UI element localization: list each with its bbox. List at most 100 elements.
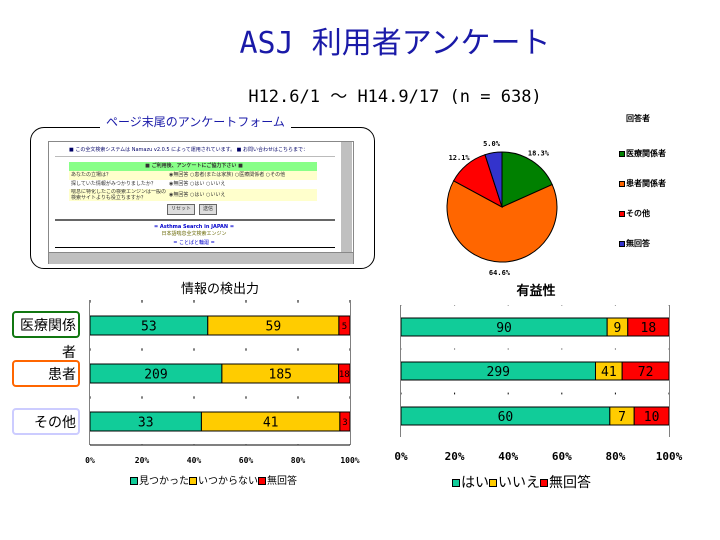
- option[interactable]: その他: [270, 172, 286, 178]
- divider: [55, 156, 335, 157]
- legend-item: 医療関係者: [619, 148, 666, 178]
- legend-item: はい: [452, 475, 489, 491]
- pie-legend: 医療関係者患者関係者 その他無回答: [619, 148, 666, 268]
- bar-segment: [633, 406, 670, 426]
- legend-item: 無回答: [540, 475, 591, 491]
- question-row: 探していた情報がみつかりましたか？ ◉無回答 ○はい ○いいえ: [69, 180, 317, 189]
- x-tick-label: 80%: [605, 450, 625, 463]
- option[interactable]: いいえ: [210, 192, 226, 198]
- legend-label: 無回答: [267, 476, 297, 487]
- bar-value-label: 41: [601, 365, 617, 380]
- legend-swatch: [619, 150, 625, 157]
- bar-value-label: 18: [641, 321, 657, 336]
- divider: [55, 219, 335, 221]
- legend-item: その他: [619, 208, 666, 238]
- legend-label: その他: [626, 209, 650, 218]
- divider: [55, 247, 335, 248]
- question-text: あなたの立場は？: [71, 172, 112, 178]
- legend-swatch: [189, 477, 197, 485]
- question-row: 喘息に特化したこの検索エンジンは一般の検索サイトよりも役立ちますか？ ◉無回答 ○…: [69, 189, 317, 201]
- pie-data-label: 64.6%: [489, 269, 511, 275]
- bar-segment: [621, 361, 670, 381]
- bar-value-label: 53: [141, 319, 157, 334]
- legend-swatch: [540, 479, 548, 487]
- x-tick-label: 40%: [187, 456, 202, 465]
- usefulness-legend: はい いいえ 無回答: [452, 472, 591, 492]
- category-label-other: その他: [12, 408, 80, 435]
- footer-link2[interactable]: = ことばと輪廻 =: [173, 240, 215, 246]
- chart-title-usefulness: 有益性: [516, 284, 556, 299]
- legend-swatch: [452, 479, 460, 487]
- bar-value-label: 185: [269, 367, 292, 382]
- chart-title-detection: 情報の検出力: [180, 282, 259, 297]
- option[interactable]: いいえ: [210, 181, 226, 187]
- bar-segment: [338, 315, 351, 336]
- slide-subtitle: H12.6/1 〜 H14.9/17 (n = 638): [248, 87, 542, 107]
- bar-value-label: 72: [638, 365, 654, 380]
- bar-value-label: 9: [614, 321, 622, 336]
- browser-screenshot: ■ この全文検索システムは Namazu v2.0.5 によって運用されています…: [48, 141, 354, 264]
- scrollbar[interactable]: [341, 142, 352, 252]
- x-tick-label: 0%: [85, 456, 95, 465]
- x-tick-label: 60%: [552, 450, 572, 463]
- pie-slice: [501, 151, 553, 208]
- x-tick-label: 40%: [498, 450, 518, 463]
- x-tick-label: 0%: [394, 450, 408, 463]
- legend-swatch: [619, 210, 625, 217]
- pie-data-label: 12.1%: [449, 154, 471, 162]
- option[interactable]: はい: [194, 181, 205, 187]
- question-row: あなたの立場は？ ◉無回答 ○患者(または家族) ○医療関係者 ○その他: [69, 171, 317, 180]
- option[interactable]: 医療関係者: [239, 172, 265, 178]
- category-label-patient: 患者: [12, 360, 80, 387]
- x-tick-label: 100%: [656, 450, 683, 463]
- legend-item: 無回答: [619, 238, 666, 268]
- bar-value-label: 299: [487, 365, 510, 380]
- legend-swatch: [619, 180, 625, 187]
- pie-slice: [446, 180, 558, 263]
- legend-item: いいえ: [489, 475, 540, 491]
- bar-segment: [627, 317, 670, 337]
- legend-swatch: [619, 240, 625, 247]
- legend-label: いつからない: [198, 476, 258, 487]
- legend-swatch: [130, 477, 138, 485]
- footer-sub: 日本語喘息全文検索エンジン: [161, 231, 227, 237]
- question-text: 喘息に特化したこの検索エンジンは一般の検索サイトよりも役立ちますか？: [71, 189, 167, 201]
- reset-button[interactable]: リセット: [167, 204, 196, 215]
- bar-value-label: 5: [342, 322, 347, 332]
- legend-swatch: [489, 479, 497, 487]
- option[interactable]: 無回答: [173, 192, 189, 198]
- option[interactable]: 無回答: [173, 181, 189, 187]
- bar-value-label: 59: [266, 319, 282, 334]
- option[interactable]: 患者(または家族): [194, 172, 234, 178]
- bar-value-label: 10: [644, 410, 660, 425]
- legend-label: 医療関係者: [626, 149, 666, 158]
- submit-button[interactable]: 送信: [199, 204, 218, 215]
- question-text: 探していた情報がみつかりましたか？: [71, 181, 156, 187]
- detection-legend: 見つかった いつからない 無回答: [130, 472, 297, 487]
- form-screenshot-label: ページ末尾のアンケートフォーム: [100, 113, 291, 130]
- bar-value-label: 3: [342, 418, 347, 428]
- option[interactable]: 無回答: [173, 172, 189, 178]
- legend-label: 見つかった: [139, 476, 189, 487]
- x-tick-label: 60%: [239, 456, 254, 465]
- bar-value-label: 33: [138, 415, 154, 430]
- legend-item: 見つかった: [130, 476, 189, 487]
- legend-item: 患者関係者: [619, 178, 666, 208]
- bar-value-label: 41: [263, 415, 279, 430]
- category-label-medical: 医療関係者: [12, 311, 80, 361]
- bar-value-label: 60: [498, 410, 514, 425]
- x-tick-label: 80%: [291, 456, 306, 465]
- status-bar: [49, 252, 353, 264]
- bar-segment: [339, 411, 351, 432]
- pie-slice: [484, 151, 503, 208]
- legend-label: はい: [461, 475, 489, 491]
- detection-bar-chart: 0% 20% 40% 60% 80% 100% 53 59 5 209 185 18 33 41 3: [85, 300, 360, 465]
- option[interactable]: はい: [194, 192, 205, 198]
- bar-value-label: 209: [144, 367, 167, 382]
- pie-data-label: 5.0%: [483, 140, 501, 148]
- header-note: ■ この全文検索システムは Namazu v2.0.5 によって運用されています…: [69, 147, 309, 153]
- legend-swatch: [258, 477, 266, 485]
- footer-link[interactable]: = Asthma Search in JAPAN =: [153, 224, 235, 230]
- x-tick-label: 20%: [135, 456, 150, 465]
